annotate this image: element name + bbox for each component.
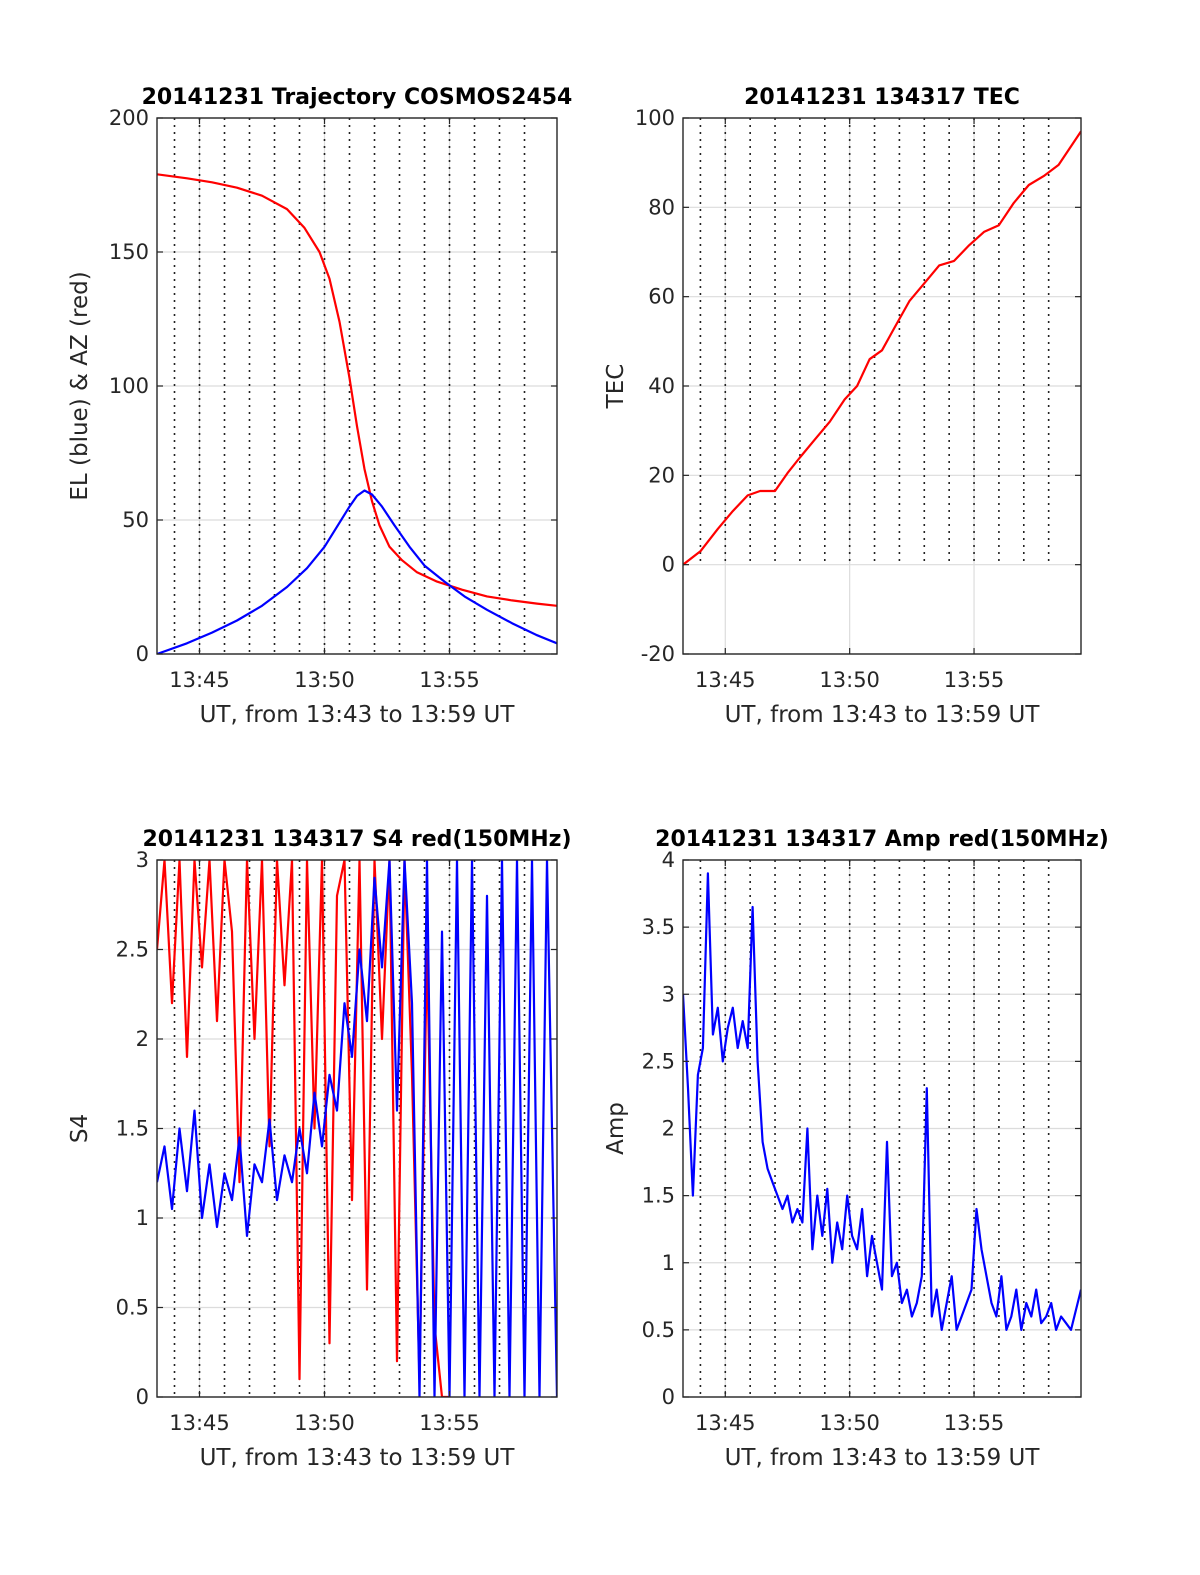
y-tick-label: 0 (662, 1385, 675, 1409)
y-tick-label: 0.5 (642, 1318, 675, 1342)
x-tick-label: 13:55 (419, 1411, 480, 1435)
x-axis-label: UT, from 13:43 to 13:59 UT (725, 1445, 1041, 1471)
y-tick-label: 4 (662, 848, 675, 872)
x-tick-label: 13:55 (944, 668, 1005, 692)
chart-title: 20141231 134317 TEC (744, 85, 1020, 110)
y-tick-label: 40 (648, 374, 675, 398)
x-tick-label: 13:55 (944, 1411, 1005, 1435)
y-tick-label: 150 (109, 240, 149, 264)
x-tick-label: 13:50 (819, 1411, 880, 1435)
y-tick-label: 20 (648, 463, 675, 487)
y-tick-label: 100 (635, 106, 675, 130)
chart-amp: 0 0.5 1 1.5 2 2.5 3 3.5 4 13:45 13:50 13:55 20141231… (603, 827, 1109, 1471)
x-tick-label: 13:50 (294, 1411, 355, 1435)
chart-s4: 0 0.5 1 1.5 2 2.5 3 13:45 13:50 13:55 20141231 134… (67, 827, 572, 1471)
x-axis-label: UT, from 13:43 to 13:59 UT (725, 702, 1041, 728)
x-tick-label: 13:50 (819, 668, 880, 692)
x-axis-label: UT, from 13:43 to 13:59 UT (200, 702, 516, 728)
y-tick-label: 2.5 (642, 1049, 675, 1073)
y-tick-label: 3.5 (642, 915, 675, 939)
series-line-az (157, 173, 557, 607)
chart-title: 20141231 Trajectory COSMOS2454 (142, 85, 573, 110)
y-tick-label: 2 (136, 1027, 149, 1051)
series-line-tec (683, 130, 1081, 566)
x-tick-label: 13:50 (294, 668, 355, 692)
series-line-s4-red (157, 860, 450, 1397)
chart-title: 20141231 134317 S4 red(150MHz) (142, 827, 571, 852)
series-line-el (157, 489, 557, 654)
y-tick-label: 200 (109, 106, 149, 130)
y-tick-label: 60 (648, 285, 675, 309)
y-tick-label: 3 (662, 982, 675, 1006)
y-tick-label: 1.5 (116, 1117, 149, 1141)
y-tick-label: 1 (136, 1206, 149, 1230)
y-axis-label: TEC (603, 364, 629, 410)
y-tick-label: 80 (648, 195, 675, 219)
y-axis-label: S4 (67, 1114, 93, 1143)
y-tick-label: 0 (136, 1385, 149, 1409)
y-tick-label: 1 (662, 1251, 675, 1275)
y-axis-label: EL (blue) & AZ (red) (67, 271, 93, 500)
y-axis-label: Amp (603, 1102, 629, 1155)
series-line-amp (683, 872, 1081, 1332)
x-tick-label: 13:45 (169, 1411, 230, 1435)
y-tick-label: 50 (122, 508, 149, 532)
x-tick-label: 13:55 (419, 668, 480, 692)
x-tick-label: 13:45 (695, 1411, 756, 1435)
y-tick-label: 2.5 (116, 938, 149, 962)
y-tick-label: 0.5 (116, 1296, 149, 1320)
y-tick-label: 0 (136, 642, 149, 666)
y-tick-label: 2 (662, 1117, 675, 1141)
chart-title: 20141231 134317 Amp red(150MHz) (655, 827, 1109, 852)
y-tick-label: 0 (662, 553, 675, 577)
y-tick-label: -20 (641, 642, 675, 666)
series-line-s4-blue (157, 860, 557, 1397)
x-tick-label: 13:45 (695, 668, 756, 692)
x-tick-label: 13:45 (169, 668, 230, 692)
chart-trajectory: 0 50 100 150 200 13:45 13:50 13:55 20141231 Traj… (67, 85, 572, 728)
y-tick-label: 3 (136, 848, 149, 872)
x-axis-label: UT, from 13:43 to 13:59 UT (200, 1445, 516, 1471)
y-tick-label: 100 (109, 374, 149, 398)
chart-tec: -20 0 20 40 60 80 100 13:45 13:50 13:55 20141231 1… (603, 85, 1082, 728)
y-tick-label: 1.5 (642, 1184, 675, 1208)
